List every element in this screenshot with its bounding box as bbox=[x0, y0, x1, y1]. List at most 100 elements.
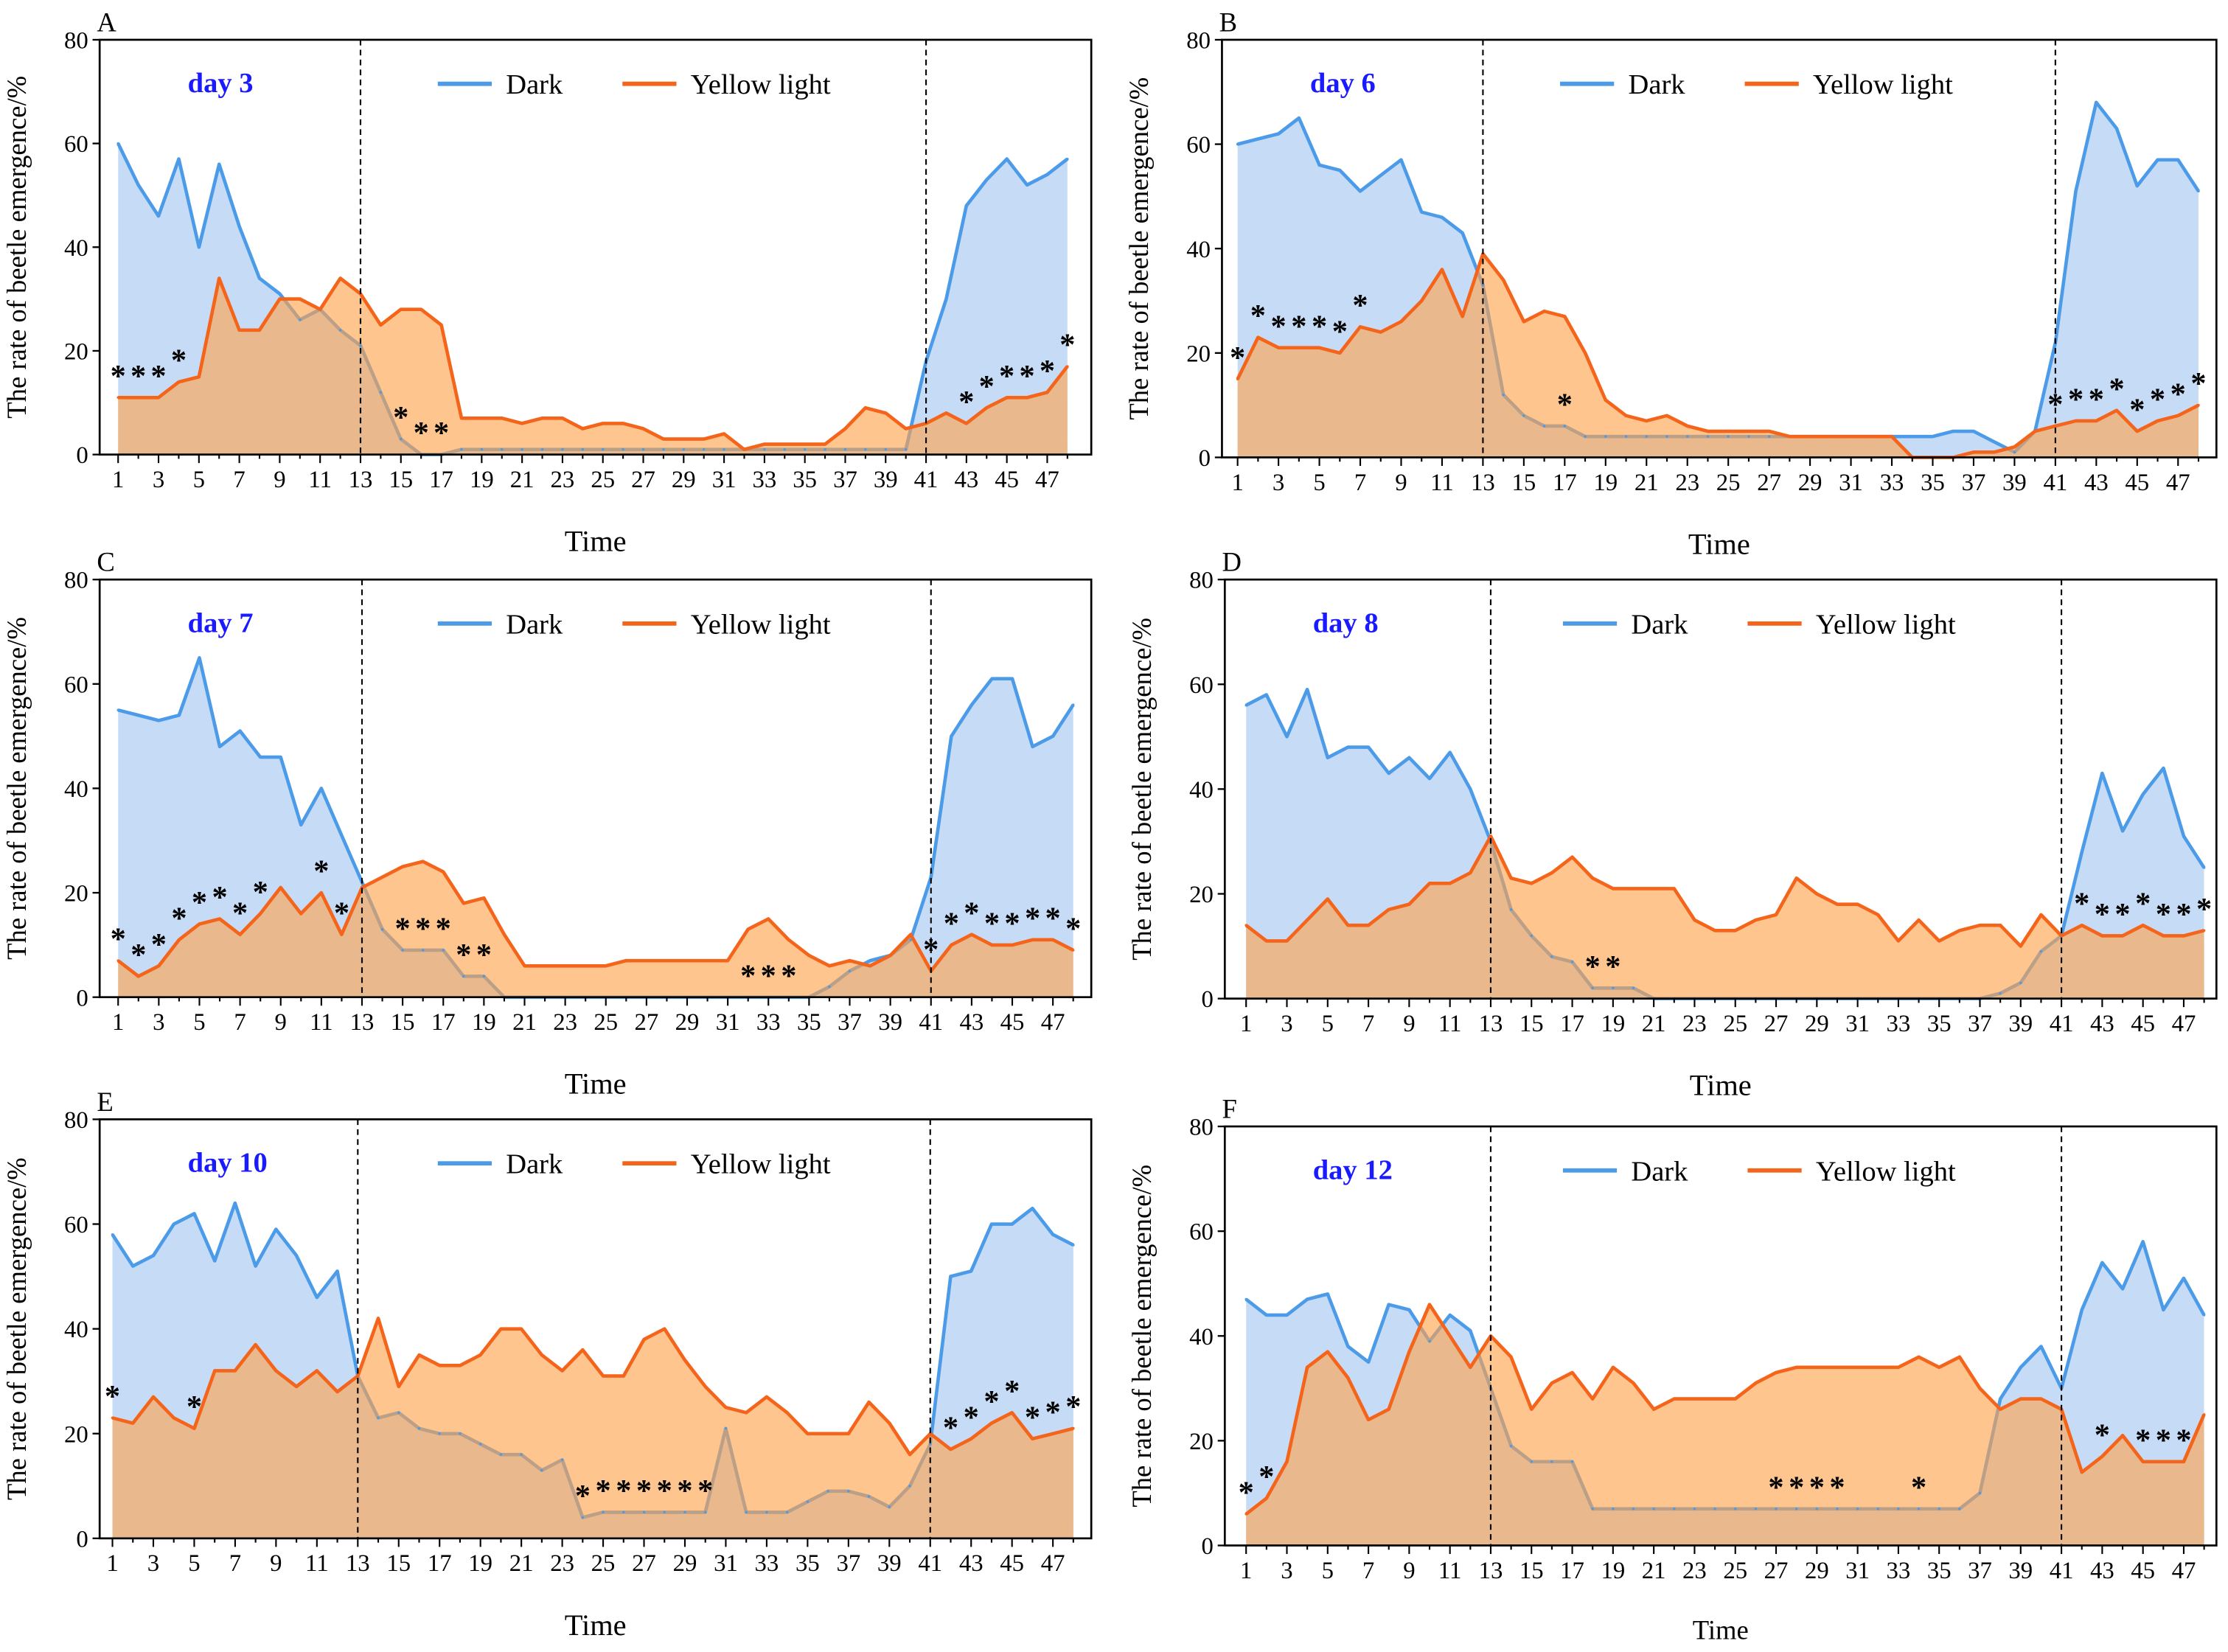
dark-point bbox=[1469, 1329, 1472, 1332]
y-tick-label: 40 bbox=[1189, 777, 1214, 804]
dark-point bbox=[1897, 1508, 1900, 1510]
x-tick-label: 7 bbox=[229, 1550, 241, 1577]
dark-point bbox=[1005, 157, 1009, 161]
x-tick-label: 47 bbox=[1041, 1009, 1065, 1036]
yellow-light-point bbox=[1563, 315, 1567, 318]
yellow-light-point bbox=[2039, 913, 2043, 916]
dark-point bbox=[2182, 1277, 2185, 1280]
yellow-light-point bbox=[397, 1385, 400, 1388]
yellow-light-point bbox=[686, 959, 689, 962]
dark-point bbox=[1876, 1508, 1879, 1510]
dark-point bbox=[1931, 435, 1935, 438]
dark-point bbox=[2080, 1308, 2083, 1311]
yellow-light-point bbox=[665, 959, 669, 962]
dark-point bbox=[929, 1443, 932, 1446]
yellow-light-point bbox=[1836, 1366, 1839, 1369]
yellow-light-point bbox=[642, 1338, 646, 1341]
y-tick-label: 0 bbox=[76, 1526, 88, 1552]
y-axis-label: The rate of beetle emergence/% bbox=[1, 617, 32, 960]
yellow-light-point bbox=[1775, 913, 1778, 916]
x-tick-label: 39 bbox=[2008, 1011, 2033, 1037]
x-tick-label: 43 bbox=[954, 467, 978, 493]
yellow-light-point bbox=[1978, 924, 1982, 927]
dark-point bbox=[1031, 1207, 1034, 1210]
dark-point bbox=[299, 318, 302, 321]
dark-point bbox=[703, 1510, 707, 1514]
dark-point bbox=[379, 391, 383, 394]
yellow-light-point bbox=[1509, 876, 1513, 879]
yellow-light-point bbox=[421, 860, 425, 863]
significance-asterisk: * bbox=[1809, 1470, 1825, 1505]
yellow-light-point bbox=[417, 1353, 421, 1356]
x-tick-label: 45 bbox=[995, 467, 1019, 493]
y-tick-label: 0 bbox=[76, 985, 88, 1011]
yellow-light-point bbox=[663, 1327, 666, 1331]
dark-point bbox=[2039, 1345, 2043, 1348]
y-tick-label: 0 bbox=[1199, 445, 1211, 472]
x-tick-label: 21 bbox=[510, 467, 535, 493]
dark-point bbox=[1665, 435, 1668, 438]
yellow-light-point bbox=[1420, 299, 1423, 302]
dark-point bbox=[868, 959, 871, 962]
yellow-light-point bbox=[1298, 346, 1301, 349]
yellow-light-point bbox=[136, 396, 140, 399]
x-tick-label: 1 bbox=[106, 1550, 118, 1577]
x-tick-label: 33 bbox=[1887, 1558, 1911, 1584]
dark-point bbox=[380, 927, 384, 931]
yellow-light-point bbox=[1338, 352, 1342, 355]
yellow-light-point bbox=[1775, 1371, 1778, 1374]
yellow-light-point bbox=[2121, 1434, 2124, 1437]
y-tick-label: 60 bbox=[1186, 132, 1211, 158]
dark-point bbox=[1917, 1508, 1921, 1510]
yellow-light-point bbox=[1856, 902, 1859, 906]
yellow-light-point bbox=[1733, 929, 1737, 932]
dark-point bbox=[338, 329, 342, 332]
dark-point bbox=[1026, 184, 1028, 187]
x-tick-label: 11 bbox=[310, 1009, 333, 1036]
significance-asterisk: * bbox=[1025, 901, 1040, 935]
yellow-light-point bbox=[824, 442, 826, 446]
dark-point bbox=[662, 447, 665, 451]
dark-point bbox=[2121, 829, 2124, 832]
significance-asterisk: * bbox=[2047, 388, 2063, 422]
yellow-light-point bbox=[1236, 377, 1239, 380]
yellow-light-point bbox=[2115, 408, 2118, 412]
significance-asterisk: * bbox=[2074, 887, 2089, 921]
yellow-light-point bbox=[969, 1437, 972, 1440]
dark-point bbox=[1236, 142, 1239, 146]
dark-point bbox=[2182, 834, 2185, 838]
significance-asterisk: * bbox=[130, 938, 146, 972]
legend-dark-label: Dark bbox=[1631, 1156, 1688, 1187]
x-tick-label: 11 bbox=[308, 467, 332, 493]
yellow-light-point bbox=[137, 975, 140, 978]
x-tick-label: 9 bbox=[275, 1009, 287, 1036]
x-tick-label: 9 bbox=[270, 1550, 282, 1577]
yellow-light-point bbox=[1815, 1366, 1819, 1369]
significance-asterisk: * bbox=[1045, 1395, 1061, 1429]
yellow-light-point bbox=[238, 933, 242, 936]
dark-point bbox=[1685, 435, 1689, 438]
significance-asterisk: * bbox=[943, 1411, 958, 1446]
dark-point bbox=[1346, 1345, 1350, 1348]
yellow-light-point bbox=[1754, 919, 1758, 921]
x-tick-label: 35 bbox=[793, 467, 817, 493]
dark-point bbox=[258, 276, 261, 280]
yellow-light-point bbox=[198, 922, 201, 926]
yellow-light-point bbox=[1051, 1432, 1054, 1435]
yellow-light-point bbox=[1428, 882, 1431, 885]
yellow-light-point bbox=[1972, 450, 1975, 454]
y-tick-label: 40 bbox=[64, 235, 88, 262]
yellow-light-area bbox=[112, 1318, 1073, 1538]
yellow-light-point bbox=[828, 964, 831, 967]
dark-point bbox=[1066, 157, 1069, 161]
y-tick-label: 0 bbox=[1202, 986, 1214, 1013]
dark-point bbox=[136, 184, 140, 187]
x-tick-label: 1 bbox=[112, 467, 124, 493]
yellow-light-point bbox=[1469, 1366, 1472, 1369]
yellow-light-point bbox=[1570, 856, 1574, 859]
yellow-light-point bbox=[356, 1374, 360, 1378]
dark-point bbox=[1591, 1508, 1594, 1510]
dark-point bbox=[1285, 735, 1289, 739]
dark-point bbox=[1856, 1508, 1859, 1510]
